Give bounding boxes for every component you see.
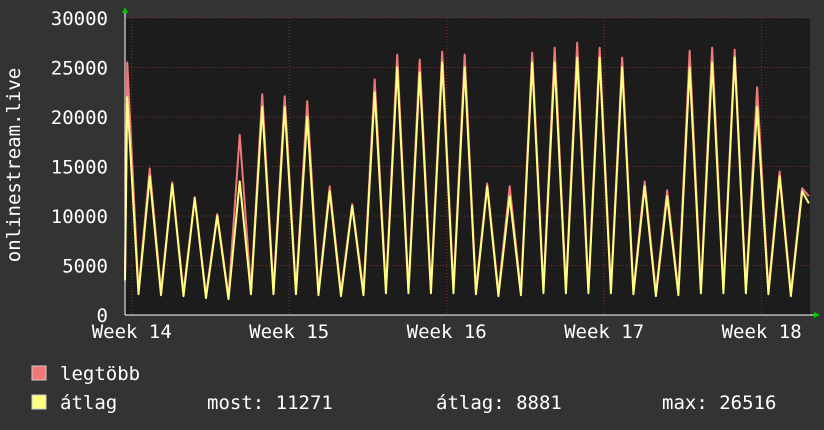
stat-value: 26516 (719, 392, 776, 414)
x-tick-label: Week 18 (722, 321, 802, 343)
stat-value: 8881 (516, 392, 562, 414)
axis-arrow (122, 7, 128, 13)
axis-arrow (814, 312, 820, 318)
series-line (124, 56, 810, 301)
x-tick-label: Week 17 (564, 321, 644, 343)
y-tick-label: 25000 (51, 58, 108, 80)
y-tick-label: 15000 (51, 157, 108, 179)
x-tick-label: Week 16 (407, 321, 487, 343)
legend-swatch (31, 394, 47, 410)
y-tick-label: 30000 (51, 8, 108, 30)
y-tick-label: 10000 (51, 206, 108, 228)
stat: most: 11271 (207, 392, 333, 414)
legend-swatch (31, 365, 47, 381)
stat: átlag: 8881 (436, 392, 562, 414)
y-axis-title: onlinestream.live (3, 68, 25, 262)
y-tick-label: 20000 (51, 107, 108, 129)
y-tick-label: 0 (97, 305, 108, 327)
stat-label: most: (207, 392, 264, 414)
legend-label: legtöbb (60, 363, 140, 385)
stat-label: max: (662, 392, 708, 414)
stat-label: átlag: (436, 392, 505, 414)
stat-value: 11271 (276, 392, 333, 414)
x-tick-label: Week 14 (92, 321, 172, 343)
legend-label: átlag (60, 392, 117, 414)
y-tick-label: 5000 (62, 256, 108, 278)
x-tick-label: Week 15 (249, 321, 329, 343)
stat: max: 26516 (662, 392, 776, 414)
